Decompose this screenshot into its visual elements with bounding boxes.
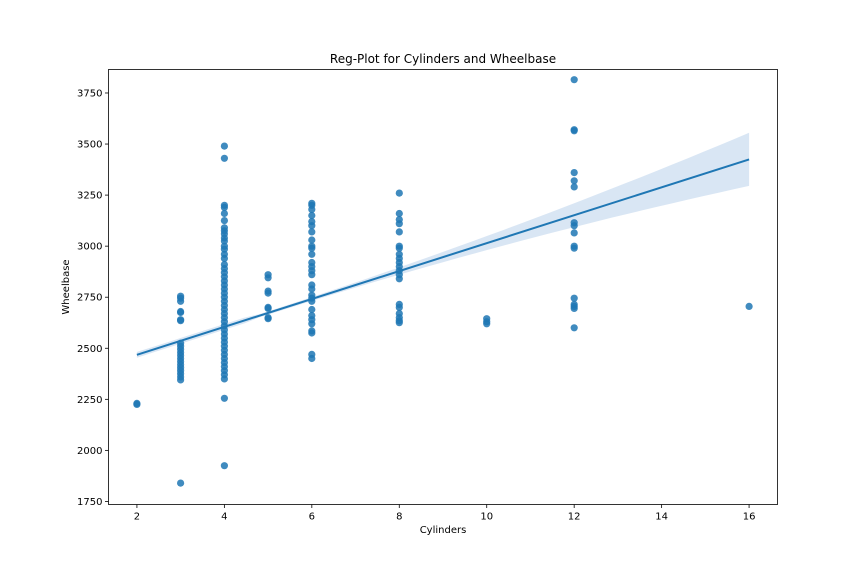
regression-line [136, 158, 750, 356]
scatter-point [745, 302, 753, 310]
y-tick-label: 3500 [77, 140, 102, 151]
x-tick-label: 14 [655, 512, 668, 523]
scatter-point [308, 242, 316, 250]
x-tick-label: 10 [480, 512, 493, 523]
scatter-point [133, 399, 141, 407]
scatter-point [570, 177, 578, 185]
scatter-point [177, 292, 185, 300]
y-tick-label: 2000 [77, 446, 102, 457]
scatter-point [220, 224, 228, 232]
scatter-point [308, 199, 316, 207]
scatter-points-layer [133, 76, 753, 487]
scatter-point [570, 126, 578, 134]
x-tick-label: 16 [743, 512, 756, 523]
scatter-point [483, 315, 491, 323]
scatter-point [308, 218, 316, 226]
plot-frame [108, 69, 778, 505]
scatter-point [570, 324, 578, 332]
y-axis: 1750 2000 2250 2500 2750 3000 3250 3500 3750 [77, 88, 109, 508]
scatter-point [308, 258, 316, 267]
scatter-point [220, 154, 228, 162]
scatter-point [220, 217, 228, 225]
scatter-point [570, 300, 578, 308]
y-tick-label: 2750 [77, 293, 102, 304]
scatter-point [177, 479, 185, 487]
scatter-point [570, 229, 578, 237]
y-tick-label: 2250 [77, 395, 102, 406]
scatter-point [570, 76, 578, 84]
scatter-point [395, 242, 403, 250]
scatter-point [264, 287, 272, 295]
scatter-point [264, 314, 272, 322]
scatter-point [220, 250, 228, 258]
scatter-point [177, 307, 185, 316]
scatter-point [308, 291, 316, 299]
y-tick-label: 2500 [77, 344, 102, 355]
y-axis-label: Wheelbase [61, 259, 72, 314]
scatter-point [395, 189, 403, 197]
scatter-point [264, 303, 272, 311]
scatter-point [308, 305, 316, 314]
y-tick-label: 1750 [77, 497, 102, 508]
scatter-point [308, 236, 316, 244]
x-axis-label: Cylinders [420, 525, 467, 536]
scatter-point [177, 316, 185, 324]
scatter-point [395, 216, 403, 224]
scatter-point [308, 211, 316, 220]
x-tick-label: 12 [568, 512, 581, 523]
scatter-point [395, 228, 403, 236]
scatter-point [570, 169, 578, 177]
scatter-point [220, 209, 228, 218]
confidence-band-layer [136, 132, 750, 358]
scatter-point [395, 300, 403, 308]
regression-line-layer [136, 158, 750, 356]
x-tick-label: 8 [396, 512, 402, 523]
scatter-point [220, 260, 228, 269]
scatter-point [395, 250, 403, 258]
y-tick-label: 3250 [77, 191, 102, 202]
x-axis: 2 4 6 8 10 12 14 16 [134, 504, 756, 523]
confidence-band [136, 132, 750, 358]
scatter-point [570, 294, 578, 302]
scatter-point [308, 350, 316, 358]
chart-title: Reg-Plot for Cylinders and Wheelbase [330, 52, 556, 66]
scatter-point [308, 327, 316, 335]
y-tick-label: 3750 [77, 88, 102, 99]
y-tick-label: 3000 [77, 242, 102, 253]
scatter-point [395, 309, 403, 318]
x-tick-label: 2 [134, 512, 140, 523]
scatter-point [220, 142, 228, 150]
scatter-point [570, 219, 578, 227]
scatter-point [570, 183, 578, 191]
x-tick-label: 4 [221, 512, 227, 523]
scatter-point [308, 250, 316, 258]
scatter-point [570, 242, 578, 250]
scatter-point [308, 281, 316, 289]
scatter-point [220, 394, 228, 402]
scatter-point [308, 228, 316, 236]
scatter-point [395, 209, 403, 218]
scatter-point [220, 201, 228, 209]
x-tick-label: 6 [309, 512, 315, 523]
scatter-point [264, 271, 272, 279]
scatter-point [220, 462, 228, 470]
scatter-point [220, 242, 228, 250]
scatter-point [308, 312, 316, 320]
